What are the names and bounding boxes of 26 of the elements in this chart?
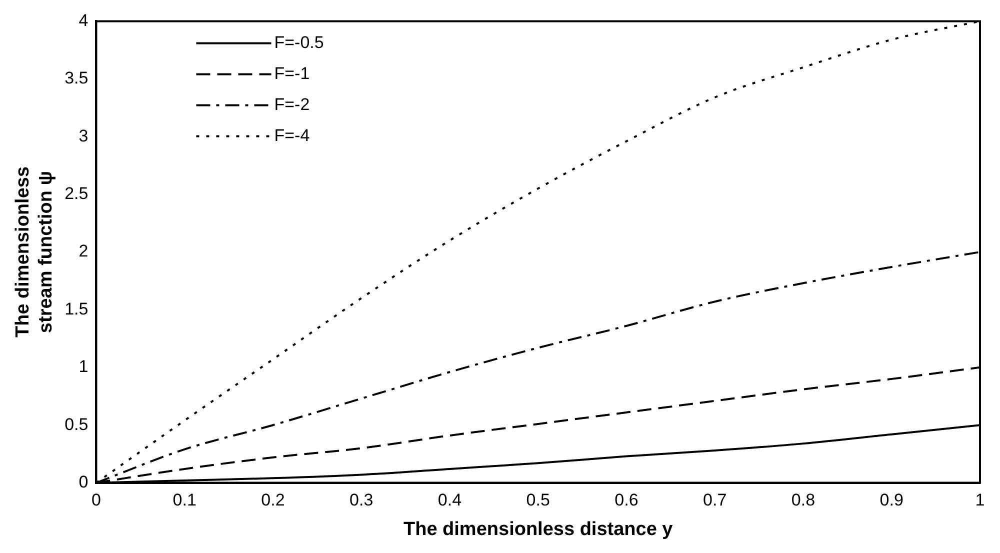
x-tick-label: 0.5 — [526, 490, 550, 510]
x-tick-label: 0.3 — [350, 490, 374, 510]
x-tick-label: 0.6 — [614, 490, 638, 510]
legend-label: F=-4 — [274, 126, 310, 145]
y-tick-label: 4 — [78, 10, 88, 30]
y-tick-label: 2.5 — [64, 184, 88, 203]
legend-label: F=-0.5 — [274, 32, 324, 52]
y-axis-title: The dimensionless stream function ψ — [12, 166, 56, 338]
x-tick-label: 0.7 — [703, 490, 727, 510]
x-tick-label: 1 — [975, 490, 985, 510]
x-tick-label: 0 — [92, 490, 101, 510]
y-tick-label: 3 — [78, 126, 88, 146]
x-tick-label: 0.1 — [172, 490, 196, 510]
x-tick-label: 0.9 — [880, 490, 904, 510]
y-tick-label: 0.5 — [64, 414, 88, 434]
y-tick-label: 2 — [78, 242, 88, 261]
y-tick-label: 0 — [78, 472, 88, 492]
x-tick-label: 0.2 — [261, 490, 285, 510]
legend-label: F=-2 — [274, 94, 310, 114]
x-tick-label: 0.4 — [438, 490, 462, 510]
y-tick-label: 3.5 — [64, 68, 88, 88]
y-tick-label: 1 — [78, 357, 88, 376]
y-tick-label: 1.5 — [64, 299, 88, 318]
x-tick-label: 0.8 — [791, 490, 816, 510]
x-axis-title: The dimensionless distance y — [403, 518, 674, 540]
legend-label: F=-1 — [274, 64, 310, 83]
